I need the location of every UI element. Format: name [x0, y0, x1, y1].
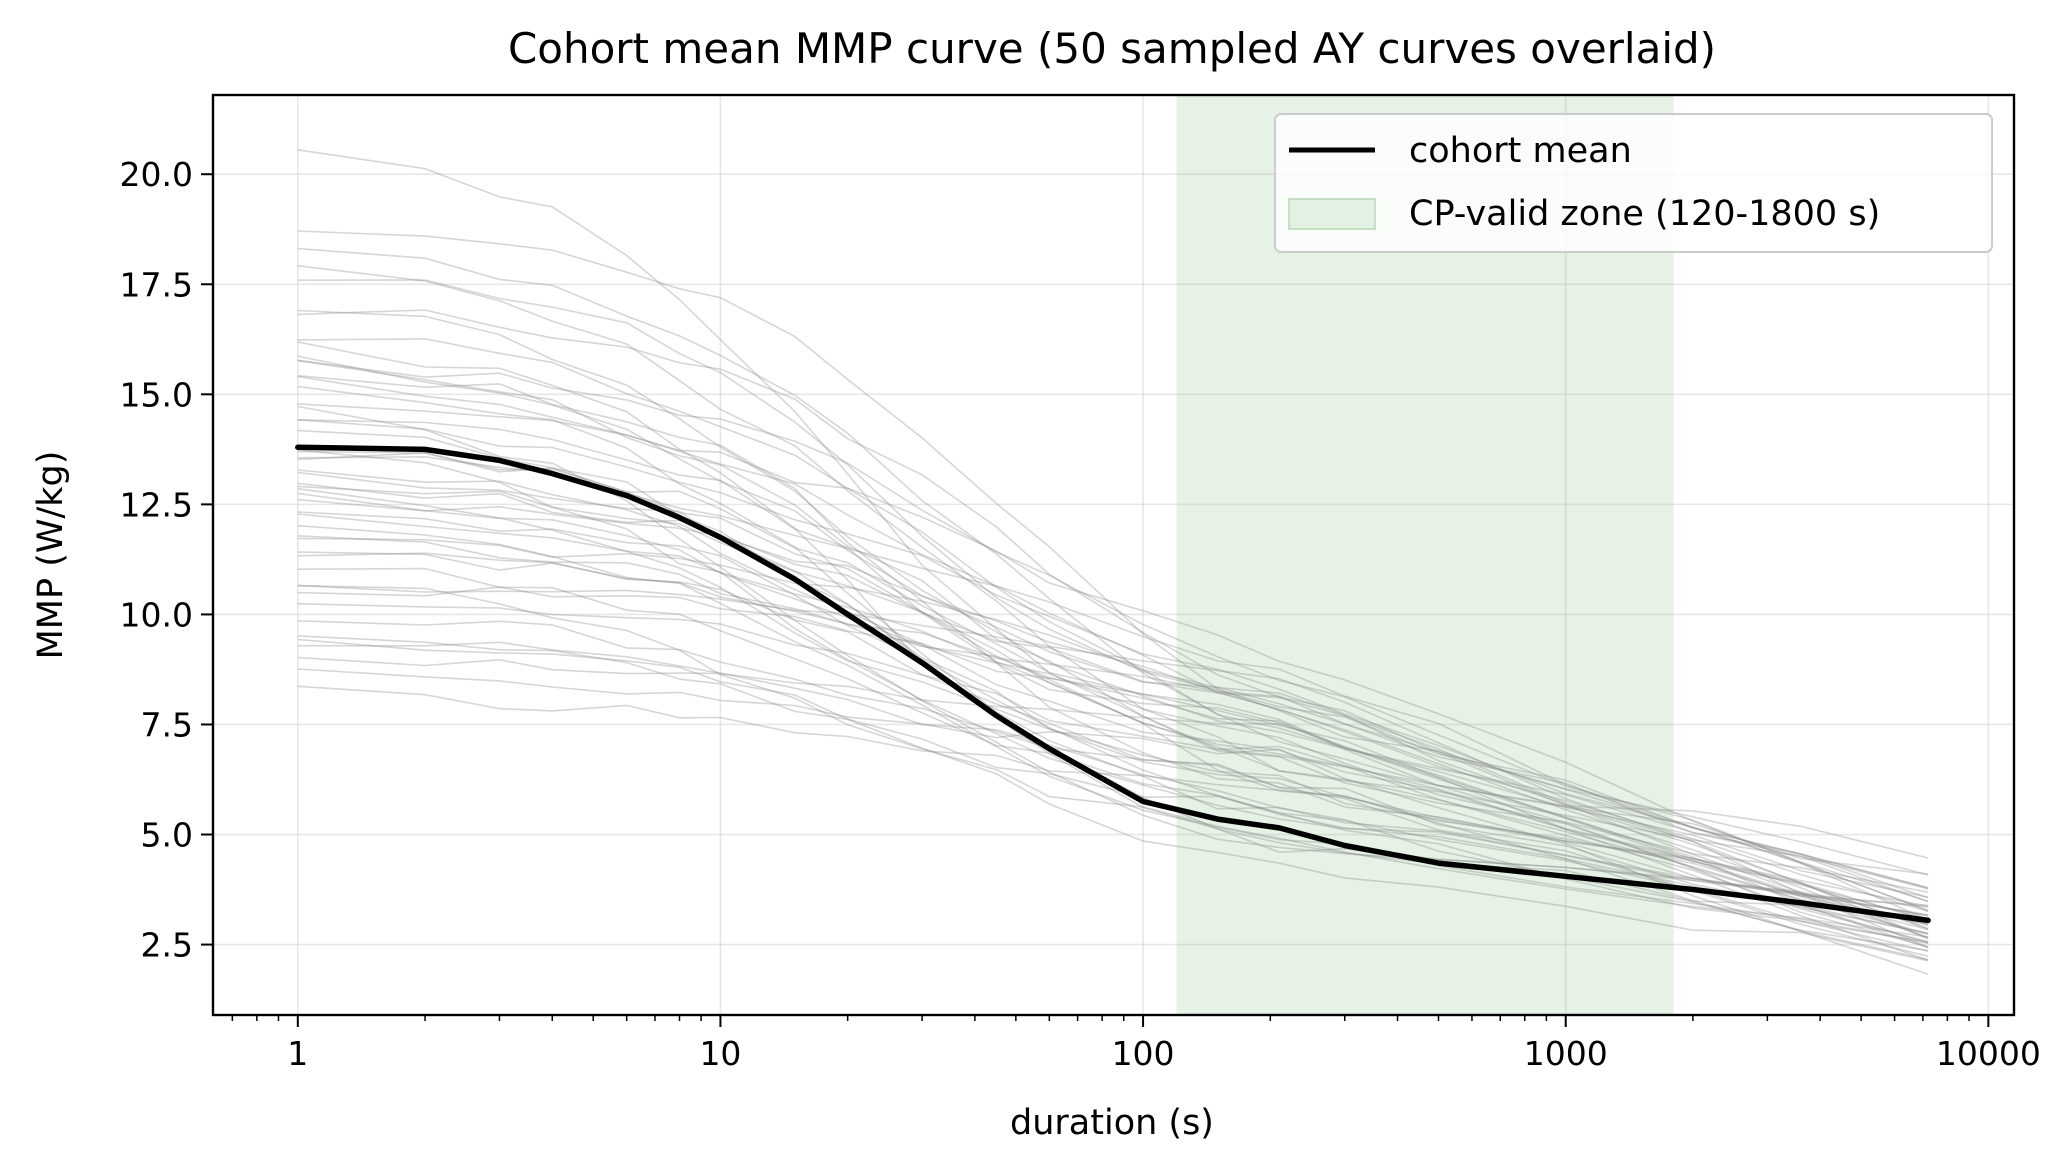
- x-tick-label: 10000: [1936, 1034, 2041, 1073]
- sample-curve: [297, 265, 1929, 890]
- sample-curve: [297, 551, 1929, 949]
- x-tick-label: 1000: [1524, 1034, 1608, 1073]
- sample-curve: [297, 656, 1929, 961]
- sample-curve: [297, 685, 1929, 975]
- sample-curve: [297, 309, 1929, 889]
- sample-curve: [297, 429, 1929, 917]
- sample-curve: [297, 620, 1929, 958]
- sample-curve: [297, 418, 1929, 911]
- sample-curve: [297, 452, 1929, 921]
- sample-curve: [297, 374, 1929, 908]
- sample-curve: [297, 359, 1929, 902]
- sample-curve: [297, 338, 1929, 898]
- sample-curve: [297, 492, 1929, 930]
- cohort-mean-line: [295, 444, 1931, 924]
- legend-mean-label: cohort mean: [1409, 131, 1632, 171]
- x-tick-label: 10: [699, 1034, 741, 1073]
- sample-curve: [297, 279, 1929, 890]
- chart-title: Cohort mean MMP curve (50 sampled AY cur…: [508, 24, 1716, 73]
- sample-curve: [297, 419, 1929, 922]
- y-axis-label: MMP (W/kg): [31, 451, 71, 660]
- sample-curve: [297, 513, 1929, 935]
- sample-curve: [297, 405, 1929, 917]
- sample-curve: [297, 586, 1929, 948]
- sample-curve: [297, 535, 1929, 939]
- sample-curve: [297, 524, 1929, 945]
- x-tick-label: 100: [1112, 1034, 1175, 1073]
- sample-curve: [297, 552, 1929, 944]
- x-tick-label: 1: [287, 1034, 308, 1073]
- sample-curve: [297, 309, 1929, 899]
- sample-curves-layer: [297, 149, 1929, 975]
- sample-curve: [297, 247, 1929, 875]
- cohort-mean-layer: [295, 444, 1931, 924]
- legend-box: [1274, 113, 1993, 253]
- y-tick-label: 5.0: [141, 816, 193, 855]
- sample-curve: [297, 375, 1929, 913]
- sample-curve: [297, 584, 1929, 949]
- sample-curve: [297, 487, 1929, 926]
- sample-curve: [297, 511, 1929, 934]
- legend: cohort mean CP-valid zone (120-1800 s): [1274, 113, 1993, 253]
- y-tick-label: 2.5: [141, 926, 193, 965]
- y-tick-label: 7.5: [141, 705, 193, 744]
- sample-curve: [297, 485, 1929, 925]
- sample-curve: [297, 584, 1929, 938]
- x-axis: 1 10 100 1000 10000: [231, 1015, 2041, 1073]
- legend-zone-swatch: [1288, 198, 1376, 230]
- sample-curve: [297, 567, 1929, 943]
- y-tick-label: 12.5: [120, 485, 193, 524]
- y-tick-label: 17.5: [120, 265, 193, 304]
- y-axis: 2.5 5.0 7.5 10.0 12.5 15.0 17.5 20.0: [120, 155, 213, 965]
- sample-curve: [297, 359, 1929, 893]
- sample-curve: [297, 498, 1929, 940]
- sample-curve: [297, 450, 1929, 926]
- sample-curve: [297, 482, 1929, 930]
- y-tick-label: 20.0: [120, 155, 193, 194]
- sample-curve: [297, 449, 1929, 916]
- sample-curve: [297, 602, 1929, 943]
- sample-curve: [297, 641, 1929, 952]
- sample-curve: [297, 403, 1929, 912]
- y-tick-label: 10.0: [120, 595, 193, 634]
- sample-curve: [297, 469, 1929, 931]
- sample-curve: [297, 230, 1929, 876]
- sample-curve: [297, 149, 1929, 859]
- sample-curve: [297, 668, 1929, 961]
- legend-zone-label: CP-valid zone (120-1800 s): [1409, 194, 1880, 234]
- sample-curve: [297, 635, 1929, 952]
- plot-frame: [211, 93, 2016, 1017]
- sample-curve: [297, 385, 1929, 907]
- sample-curve: [297, 537, 1929, 939]
- sample-curve: [297, 355, 1929, 903]
- x-axis-label: duration (s): [1010, 1103, 1214, 1143]
- y-tick-label: 15.0: [120, 375, 193, 414]
- sample-curve: [297, 638, 1929, 962]
